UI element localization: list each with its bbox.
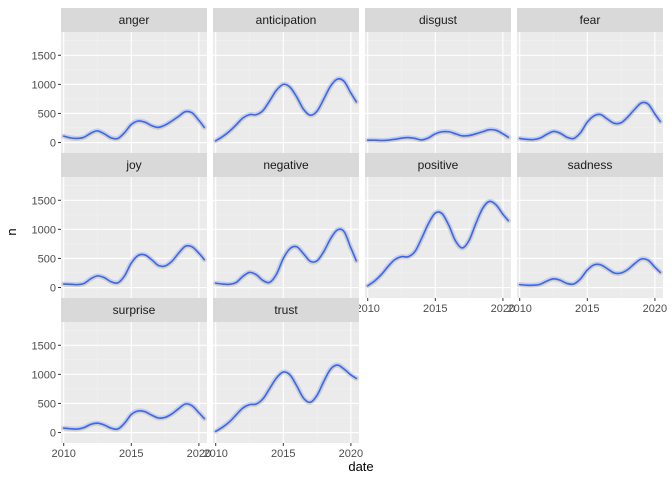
panel-joy: joy 0 500 1000 1500 bbox=[32, 153, 207, 298]
series-line-positive bbox=[366, 200, 510, 287]
strip-anger bbox=[61, 8, 207, 32]
x-tick-label: 2020 bbox=[643, 303, 667, 315]
x-tick-label: 2015 bbox=[575, 303, 599, 315]
panel-bg-positive bbox=[365, 177, 511, 298]
strip-anticipation bbox=[213, 8, 359, 32]
series-line-surprise bbox=[62, 403, 206, 431]
series-line-disgust bbox=[366, 128, 510, 142]
panel-surprise: surprise 0 500 1000 1500 2010 2015 2020 bbox=[32, 298, 211, 460]
x-tick-label: 2015 bbox=[271, 448, 295, 460]
panel-bg-negative bbox=[213, 177, 359, 298]
strip-label-sadness: sadness bbox=[568, 158, 613, 172]
y-tick-label: 1500 bbox=[32, 50, 56, 62]
x-tick-label: 2015 bbox=[119, 448, 143, 460]
strip-sadness bbox=[517, 153, 663, 177]
y-axis-title: n bbox=[4, 228, 19, 235]
x-tick-label: 2010 bbox=[507, 303, 531, 315]
x-axis-title: date bbox=[348, 459, 373, 474]
x-tick-label: 2020 bbox=[187, 448, 211, 460]
series-line-anticipation bbox=[214, 78, 358, 142]
strip-positive bbox=[365, 153, 511, 177]
strip-label-trust: trust bbox=[274, 303, 298, 317]
y-tick-label: 500 bbox=[38, 108, 56, 120]
strip-label-surprise: surprise bbox=[113, 303, 156, 317]
panel-bg-fear bbox=[517, 32, 663, 153]
strip-surprise bbox=[61, 298, 207, 322]
strip-disgust bbox=[365, 8, 511, 32]
strip-fear bbox=[517, 8, 663, 32]
panel-bg-anger bbox=[61, 32, 207, 153]
series-line-anger bbox=[62, 110, 206, 140]
panel-anger: anger 0 500 1000 1500 bbox=[32, 8, 207, 153]
strip-negative bbox=[213, 153, 359, 177]
panel-bg-surprise bbox=[61, 322, 207, 443]
x-tick-label: 2020 bbox=[339, 448, 363, 460]
y-tick-label: 1000 bbox=[32, 369, 56, 381]
panel-anticipation: anticipation bbox=[213, 8, 359, 153]
panel-fear: fear bbox=[517, 8, 663, 153]
strip-label-anticipation: anticipation bbox=[256, 13, 317, 27]
panel-negative: negative bbox=[213, 153, 359, 298]
y-tick-label: 1000 bbox=[32, 224, 56, 236]
x-tick-label: 2010 bbox=[51, 448, 75, 460]
strip-label-negative: negative bbox=[263, 158, 309, 172]
panel-bg-trust bbox=[213, 322, 359, 443]
y-tick-label: 500 bbox=[38, 398, 56, 410]
y-tick-label: 0 bbox=[50, 138, 56, 150]
x-tick-label: 2010 bbox=[203, 448, 227, 460]
series-line-sadness bbox=[518, 257, 662, 287]
series-line-negative bbox=[214, 228, 358, 286]
strip-label-joy: joy bbox=[125, 158, 141, 172]
series-line-fear bbox=[518, 101, 662, 141]
strip-label-fear: fear bbox=[580, 13, 601, 27]
y-tick-label: 0 bbox=[50, 283, 56, 295]
x-tick-label: 2015 bbox=[423, 303, 447, 315]
x-tick-label: 2010 bbox=[355, 303, 379, 315]
panel-trust: trust 2010 2015 2020 bbox=[203, 298, 363, 460]
y-tick-label: 500 bbox=[38, 253, 56, 265]
panel-bg-joy bbox=[61, 177, 207, 298]
panels-layer: anger 0 500 1000 1500 anticipation disgust fear… bbox=[32, 8, 667, 460]
strip-joy bbox=[61, 153, 207, 177]
series-line-joy bbox=[62, 244, 206, 286]
panel-bg-sadness bbox=[517, 177, 663, 298]
panel-disgust: disgust bbox=[365, 8, 511, 153]
y-tick-label: 1000 bbox=[32, 79, 56, 91]
y-tick-label: 0 bbox=[50, 428, 56, 440]
panel-bg-anticipation bbox=[213, 32, 359, 153]
y-tick-label: 1500 bbox=[32, 340, 56, 352]
panel-positive: positive 2010 2015 2020 bbox=[355, 153, 515, 315]
series-line-trust bbox=[214, 364, 358, 433]
strip-label-anger: anger bbox=[119, 13, 150, 27]
strip-trust bbox=[213, 298, 359, 322]
y-tick-label: 1500 bbox=[32, 195, 56, 207]
x-tick-label: 2020 bbox=[491, 303, 515, 315]
strip-label-positive: positive bbox=[418, 158, 459, 172]
strip-label-disgust: disgust bbox=[419, 13, 458, 27]
panel-sadness: sadness 2010 2015 2020 bbox=[507, 153, 667, 315]
